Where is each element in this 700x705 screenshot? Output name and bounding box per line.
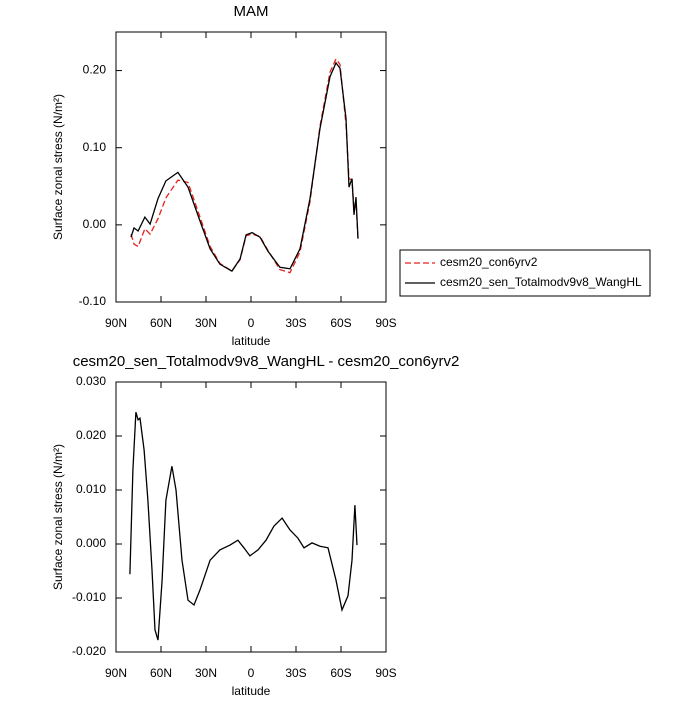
x-axis-label: latitude [232,684,271,698]
x-tick-label: 60N [150,316,172,330]
x-tick-label: 90N [105,316,127,330]
x-tick-label: 90S [375,316,396,330]
x-tick-label: 90N [105,666,127,680]
plot-frame [115,31,387,303]
x-tick-label: 90S [375,666,396,680]
y-tick-label: 0.030 [76,374,106,388]
x-tick-label: 30S [285,316,306,330]
x-axis-label: latitude [232,334,271,348]
x-tick-label: 30N [195,316,217,330]
y-tick-label: 0.20 [83,63,107,77]
legend-box [399,249,651,297]
x-tick-label: 0 [248,666,255,680]
y-tick-label: -0.010 [72,590,106,604]
plot-frame [115,381,387,653]
y-tick-label: 0.010 [76,482,106,496]
x-tick-label: 60N [150,666,172,680]
chart-title: MAM [234,3,269,20]
x-tick-label: 60S [330,666,351,680]
y-tick-label: -0.10 [79,294,107,308]
y-axis-label: Surface zonal stress (N/m²) [51,94,65,240]
x-tick-label: 30S [285,666,306,680]
series-line [130,61,359,272]
legend-label: cesm20_con6yrv2 [440,255,538,269]
legend-label: cesm20_sen_Totalmodv9v8_WangHL [440,275,642,289]
y-axis-label: Surface zonal stress (N/m²) [51,444,65,590]
y-tick-label: 0.00 [83,217,107,231]
chart-title: cesm20_sen_Totalmodv9v8_WangHL - cesm20_… [73,353,460,370]
y-tick-label: 0.10 [83,140,107,154]
x-tick-label: 0 [248,316,255,330]
x-tick-label: 60S [330,316,351,330]
y-tick-label: 0.020 [76,428,106,442]
y-tick-label: -0.020 [72,644,106,658]
series-line [129,412,358,641]
y-tick-label: 0.000 [76,536,106,550]
x-tick-label: 30N [195,666,217,680]
